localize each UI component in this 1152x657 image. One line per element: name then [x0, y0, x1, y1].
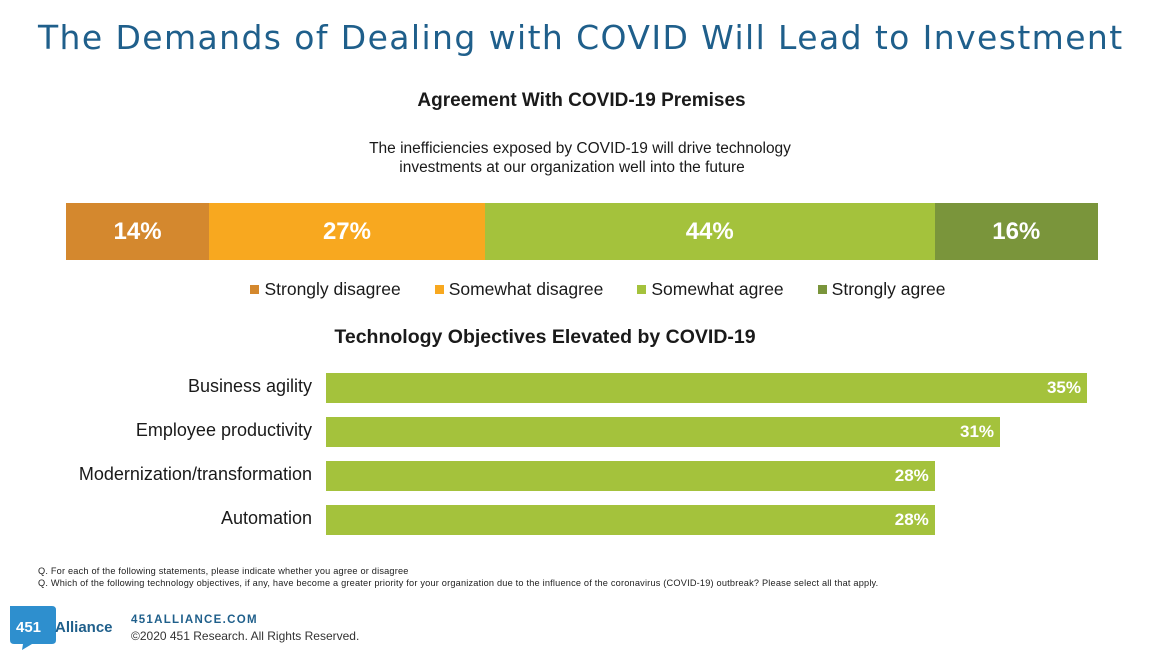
- premise-line-2: investments at our organization well int…: [399, 159, 745, 176]
- page-title: The Demands of Dealing with COVID Will L…: [38, 18, 1124, 57]
- objective-bar: 28%: [326, 461, 935, 491]
- objective-value-label: 28%: [894, 466, 929, 485]
- logo-speech-bubble: [10, 606, 56, 650]
- legend-item: Strongly agree: [817, 279, 946, 300]
- legend-swatch: [817, 285, 827, 294]
- objective-category-label: Automation: [220, 508, 312, 528]
- legend-label: Somewhat disagree: [448, 279, 604, 299]
- stack-segment-strongly-agree: 16%: [934, 203, 1098, 260]
- objective-bar: 28%: [326, 505, 935, 535]
- objective-category-label: Employee productivity: [135, 420, 312, 440]
- agreement-premise: The inefficiencies exposed by COVID-19 w…: [330, 139, 830, 177]
- segment-value-label: 14%: [113, 217, 162, 245]
- legend-label: Strongly disagree: [264, 279, 401, 299]
- objective-value-label: 31%: [959, 422, 995, 441]
- brand-url[interactable]: 451ALLIANCE.COM: [131, 614, 258, 626]
- objective-row: Automation 28%: [0, 505, 1152, 535]
- legend-swatch: [434, 285, 444, 294]
- stack-segment-somewhat-disagree: 27%: [209, 203, 485, 260]
- legend-item: Somewhat agree: [637, 279, 784, 300]
- legend-swatch: [250, 285, 260, 294]
- objective-value-label: 35%: [1046, 378, 1081, 397]
- agreement-legend: Strongly disagree Somewhat disagree Somewh…: [0, 279, 1152, 300]
- objective-value-label: 28%: [894, 510, 929, 529]
- logo-number: 451: [16, 619, 41, 636]
- logo-word: Alliance: [55, 619, 113, 636]
- agreement-chart-title: Agreement With COVID-19 Premises: [417, 90, 746, 111]
- legend-label: Strongly agree: [831, 279, 946, 299]
- objective-row: Modernization/transformation 28%: [0, 461, 1152, 491]
- stack-segment-strongly-disagree: 14%: [66, 203, 210, 260]
- objective-row: Employee productivity 31%: [0, 417, 1152, 447]
- footnote-q2: Q. Which of the following technology obj…: [38, 578, 879, 588]
- segment-value-label: 44%: [685, 217, 734, 245]
- legend-item: Somewhat disagree: [434, 279, 604, 300]
- objectives-chart-title: Technology Objectives Elevated by COVID-…: [334, 326, 756, 348]
- objective-category-label: Business agility: [187, 376, 312, 396]
- legend-swatch: [637, 285, 647, 294]
- stack-segment-somewhat-agree: 44%: [484, 203, 935, 260]
- objective-bar: 31%: [326, 417, 1001, 447]
- copyright: ©2020 451 Research. All Rights Reserved.: [131, 629, 360, 643]
- objective-category-label: Modernization/transformation: [78, 464, 312, 484]
- segment-value-label: 27%: [322, 217, 371, 245]
- premise-line-1: The inefficiencies exposed by COVID-19 w…: [369, 140, 791, 157]
- footnote-q1: Q. For each of the following statements,…: [38, 566, 409, 576]
- 451-alliance-logo: 451 Alliance: [10, 606, 113, 650]
- legend-item: Strongly disagree: [250, 279, 401, 300]
- agreement-stacked-bar: 14% 27% 44% 16%: [66, 203, 1098, 260]
- objective-bar: 35%: [326, 373, 1087, 403]
- objective-row: Business agility 35%: [0, 373, 1152, 403]
- legend-label: Somewhat agree: [651, 279, 784, 299]
- segment-value-label: 16%: [992, 217, 1041, 245]
